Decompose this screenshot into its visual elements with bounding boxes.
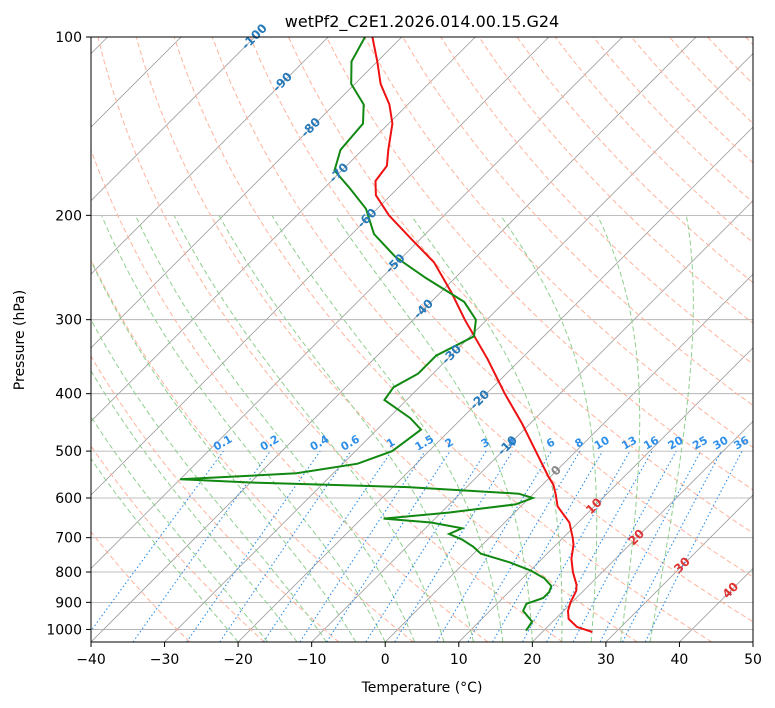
y-tick-label: 200 (55, 208, 82, 224)
isotherm-line (532, 420, 753, 642)
mixing-ratio-line (263, 450, 392, 642)
x-tick-label: 40 (671, 652, 689, 668)
y-tick-label: 400 (55, 387, 82, 403)
y-tick-label: 500 (55, 444, 82, 460)
dry-adiabat (91, 148, 489, 642)
y-axis-label: Pressure (hPa) (12, 290, 28, 390)
mixing-ratio-line (546, 450, 653, 642)
isotherm-line (91, 37, 403, 349)
moist-adiabat (91, 369, 298, 642)
x-axis-label: Temperature (°C) (361, 680, 483, 696)
x-tick-label: −40 (76, 652, 106, 668)
y-tick-label: 900 (55, 595, 82, 611)
x-tick-label: −20 (223, 652, 253, 668)
moist-adiabat (91, 457, 239, 642)
mixing-ratio-line (572, 450, 677, 642)
mixing-ratio-line (132, 450, 271, 642)
y-tick-label: 700 (55, 531, 82, 547)
x-tick-label: −10 (297, 652, 327, 668)
moist-adiabat (410, 215, 563, 642)
moist-adiabat (91, 415, 268, 642)
x-tick-label: 0 (381, 652, 390, 668)
y-tick-label: 600 (55, 491, 82, 507)
moist-adiabat (649, 215, 694, 642)
chart-title: wetPf2_C2E1.2026.014.00.15.G24 (285, 12, 559, 32)
moist-adiabat (173, 215, 445, 642)
moist-adiabat (596, 215, 641, 642)
y-tick-label: 300 (55, 313, 82, 329)
isotherm-line (91, 37, 550, 496)
mixing-ratio-line (219, 450, 352, 642)
dry-adiabat (97, 37, 563, 642)
dewpoint-line (180, 37, 553, 632)
isotherm-line (91, 37, 255, 202)
mixing-ratio-line (394, 450, 514, 642)
isotherm-line (237, 126, 753, 642)
isotherm-line (605, 494, 753, 642)
x-tick-label: 30 (597, 652, 615, 668)
mixing-ratio-line (299, 450, 426, 642)
isotherm-line (458, 347, 753, 642)
moist-adiabat (271, 215, 504, 642)
dry-adiabat (91, 445, 265, 642)
dry-adiabat (516, 37, 753, 284)
moist-adiabat (134, 215, 416, 642)
mixing-ratio-line (644, 450, 743, 642)
isotherm-line (91, 37, 329, 275)
isotherm-line (91, 37, 623, 570)
x-tick-label: 20 (523, 652, 541, 668)
moist-adiabat (91, 318, 327, 642)
moist-adiabat (91, 259, 357, 642)
temperature-line (371, 37, 593, 633)
isotherm-line (91, 37, 697, 642)
dry-adiabat (135, 37, 638, 642)
dry-adiabat (173, 37, 713, 642)
isotherm-line (91, 37, 476, 422)
dry-adiabat (249, 37, 753, 578)
x-tick-label: −30 (150, 652, 180, 668)
dry-adiabat (211, 37, 753, 623)
dry-adiabat (326, 37, 753, 491)
moist-adiabat (500, 215, 598, 642)
dry-adiabat (91, 258, 414, 642)
axes: −40 −30 −20 −10 0 10 20 30 40 50 100 200 300 400 500 60… (46, 30, 762, 668)
moist-adiabat (101, 215, 386, 642)
y-tick-label: 800 (55, 565, 82, 581)
dry-adiabat (91, 355, 340, 642)
y-tick-label: 100 (55, 30, 82, 46)
mixing-ratio-line (186, 450, 321, 642)
isotherm-line (384, 273, 753, 642)
profiles (180, 37, 593, 633)
x-tick-label: 10 (450, 652, 468, 668)
dry-adiabat (402, 37, 753, 407)
mixing-ratio-line (326, 450, 451, 642)
mixing-ratio-line (91, 450, 224, 632)
dry-adiabat (478, 37, 753, 324)
x-tick-label: 50 (744, 652, 762, 668)
mixing-ratio-line (522, 450, 631, 642)
dry-adiabat (91, 531, 191, 642)
plot-frame (90, 36, 754, 643)
y-tick-label: 1000 (46, 622, 82, 638)
